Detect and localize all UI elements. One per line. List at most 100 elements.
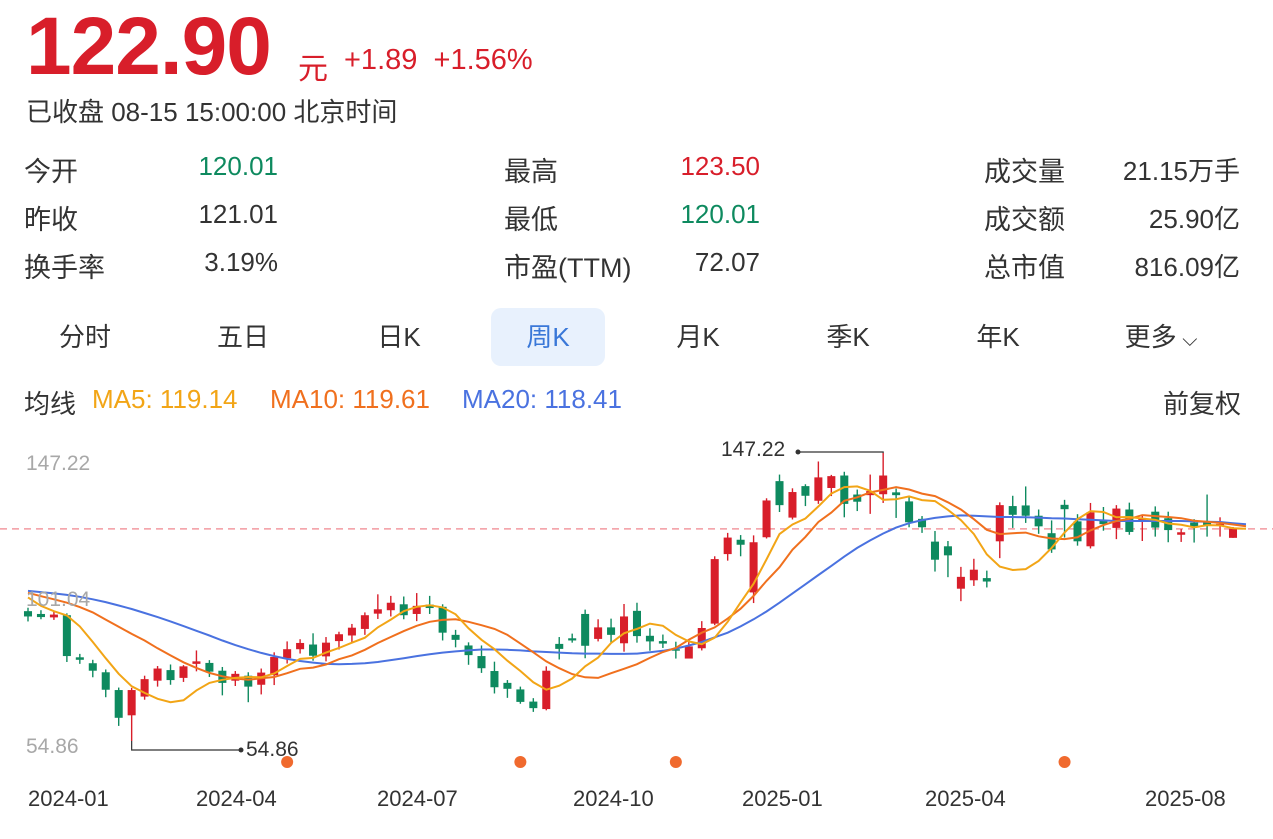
stat-value: 816.09亿 [1134,252,1240,282]
candle-body [1021,505,1030,516]
candle-body [892,492,901,496]
candle-body [529,701,538,709]
event-marker [669,756,682,768]
stat-value: 3.19% [204,247,278,277]
candle-body [814,477,823,501]
candle-body [477,656,486,669]
tab-4[interactable]: 月K [641,308,755,366]
tab-0[interactable]: 分时 [28,308,142,366]
candle-body [930,541,940,560]
candle-body [1228,528,1238,538]
candle-body [36,613,45,618]
candle-body [982,578,991,582]
stat-label: 成交额 [984,205,1065,235]
candle-body [1086,512,1095,547]
price-unit: 元 [298,53,328,86]
tab-label: 月K [676,322,720,352]
candle-body [283,649,292,659]
candle-body [749,542,758,593]
stat-label: 市盈(TTM) [504,253,632,283]
candle-body [671,649,680,651]
candle-body [645,635,654,642]
candle-body [1060,504,1069,510]
tab-7[interactable]: 更多 ⌵ [1104,308,1218,366]
ma10-value: MA10: 119.61 [270,384,430,414]
candle-body [827,476,836,488]
x-label-2024-04: 2024-04 [196,786,277,811]
stat-value: 72.07 [694,247,760,277]
x-label-2024-01: 2024-01 [28,786,109,811]
price-change: +1.89 +1.56% [344,44,533,77]
tab-label: 周K [526,322,570,352]
tab-label: 季K [826,322,870,352]
stat-label: 最低 [504,205,558,235]
ma20-value: MA20: 118.41 [462,384,622,414]
candle-body [1177,532,1186,535]
candle-body [386,602,395,611]
stat-label: 最高 [504,157,558,187]
candle-body [23,611,33,617]
max-leader-dot [795,449,801,455]
tab-label: 日K [377,322,421,352]
candle-body [62,615,71,657]
stat-label: 今开 [24,157,78,187]
stat-value: 121.01 [198,199,278,229]
x-label-2025-08: 2025-08 [1145,786,1226,811]
candle-body [710,559,719,624]
candle-body [1190,522,1199,527]
min-leader-line [131,741,241,751]
candle-body [140,679,149,697]
ma-title: 均线 [24,389,77,419]
event-marker [514,756,527,768]
candle-body [969,569,978,581]
max-leader-line [798,451,884,453]
stat-label: 昨收 [24,205,78,235]
stat-value: 123.50 [680,151,760,181]
tab-1[interactable]: 五日 [186,308,300,366]
candle-body [1203,521,1212,526]
ma20-line [27,514,1247,666]
stat-label: 总市值 [984,253,1065,283]
candle-body [503,682,512,689]
candle-body [905,501,914,523]
last-price: 122.90 [26,1,272,92]
candle-body [956,576,965,589]
candle-body [412,605,421,614]
y-label-min: 54.86 [26,735,79,758]
tab-label: 年K [976,322,1020,352]
stat-value: 21.15万手 [1122,156,1240,186]
market-status: 已收盘 08-15 15:00:00 北京时间 [26,97,398,127]
candle-body [684,646,693,659]
tab-2[interactable]: 日K [342,308,456,366]
candle-body [788,492,797,518]
candle-body [179,666,188,678]
y-label-mid: 101.04 [26,588,91,611]
ma5-value: MA5: 119.14 [92,384,238,414]
candle-body [399,604,408,616]
candle-body [321,642,331,657]
x-label-2025-01: 2025-01 [742,786,823,811]
tab-3[interactable]: 周K [491,308,605,366]
candle-body [658,641,667,644]
candlestick-chart[interactable] [0,420,1273,839]
adjust-toggle[interactable]: 前复权 [1162,389,1241,419]
candle-body [736,539,745,545]
change-percent: +1.56% [433,44,533,76]
y-label-max: 147.22 [26,452,91,475]
candle-body [1047,533,1056,550]
candle-body [425,604,434,609]
candle-body [697,627,706,649]
candle-body [153,668,162,681]
event-marker [1058,756,1071,768]
candle-body [581,613,590,646]
tab-5[interactable]: 季K [791,308,905,366]
candle-body [775,481,784,506]
candle-body [334,634,343,642]
candle-body [1099,520,1108,525]
candle-body [594,627,603,639]
tab-6[interactable]: 年K [941,308,1055,366]
candle-body [166,670,175,681]
min-leader-dot [238,747,244,753]
candle-body [309,644,318,656]
candle-body [296,642,305,650]
